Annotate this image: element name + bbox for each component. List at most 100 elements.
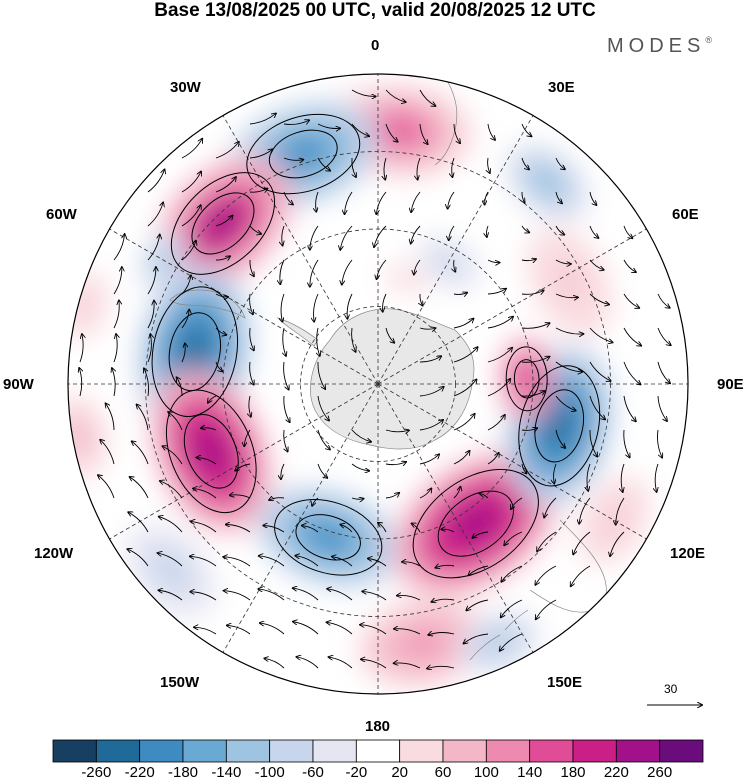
wind-arrow xyxy=(113,334,117,363)
wind-arrow xyxy=(250,259,254,276)
contour-lines xyxy=(151,113,601,579)
wind-arrow xyxy=(190,592,217,601)
wind-arrow xyxy=(113,234,125,261)
colorbar-tick-label: -180 xyxy=(167,764,199,781)
wind-arrow xyxy=(385,89,406,102)
colorbar-swatch xyxy=(529,739,574,763)
wind-arrow xyxy=(419,89,435,106)
wind-arrow xyxy=(419,488,431,499)
wind-arrow xyxy=(419,123,428,144)
wind-arrow xyxy=(571,565,591,586)
contour xyxy=(505,346,548,412)
wind-arrow xyxy=(441,529,455,533)
wind-arrow xyxy=(177,377,183,397)
wind-arrow xyxy=(589,259,604,270)
wind-arrow xyxy=(555,157,565,169)
wind-arrow xyxy=(466,599,489,610)
wind-arrow xyxy=(435,565,455,567)
lon-label-30w: 30W xyxy=(170,79,201,96)
wind-arrow xyxy=(385,430,409,432)
wind-arrow xyxy=(555,191,562,203)
wind-arrow xyxy=(487,289,506,295)
contour xyxy=(246,113,361,195)
wind-arrow xyxy=(487,348,512,363)
wind-arrow xyxy=(260,623,285,635)
wind-arrow xyxy=(555,395,576,411)
meridian xyxy=(109,228,379,385)
wind-arrow xyxy=(147,169,165,193)
wind-arrow xyxy=(106,403,115,431)
colorbar-swatch xyxy=(442,739,487,763)
wind-arrow xyxy=(181,139,202,159)
meridian xyxy=(377,228,647,385)
colorbar-swatch xyxy=(659,739,704,763)
wind-arrow xyxy=(488,157,490,173)
wind-arrow xyxy=(419,328,436,329)
colorbar-tick-label: -60 xyxy=(302,764,324,781)
wind-arrow xyxy=(302,526,319,533)
wind-arrow xyxy=(100,440,115,465)
colorbar-swatch xyxy=(182,739,227,763)
wind-arrow xyxy=(147,202,163,227)
wind-arrow xyxy=(224,591,251,601)
wind-arrow xyxy=(414,259,421,275)
wind-arrow xyxy=(128,512,149,533)
wind-arrow xyxy=(340,225,353,250)
lon-label-180: 180 xyxy=(365,718,391,735)
anomaly-blob xyxy=(398,274,414,285)
contour xyxy=(534,389,585,463)
wind-arrow xyxy=(522,191,525,203)
wind-arrow xyxy=(249,395,251,417)
wind-arrow xyxy=(589,429,597,457)
wind-arrow xyxy=(258,589,285,601)
colorbar-tick-label: -260 xyxy=(81,764,112,781)
wind-arrow xyxy=(554,463,556,484)
wind-arrow xyxy=(610,531,625,556)
wind-arrow xyxy=(453,379,477,397)
wind-arrow xyxy=(427,666,455,668)
wind-arrow xyxy=(235,463,251,471)
wind-arrow xyxy=(555,429,565,448)
wind-arrow xyxy=(181,205,201,227)
wind-arrow xyxy=(194,627,217,635)
antarctic-peninsula xyxy=(276,317,319,347)
colorbar-tick-label: 140 xyxy=(517,764,543,781)
wind-arrow xyxy=(555,259,571,264)
wind-arrow xyxy=(589,361,611,381)
wind-arrow xyxy=(137,404,149,431)
wind-arrow xyxy=(522,463,526,473)
wind-arrow xyxy=(79,368,82,397)
wind-arrow xyxy=(127,549,149,567)
contour xyxy=(513,359,540,399)
wind-arrow xyxy=(351,498,363,499)
wind-arrow xyxy=(113,300,119,329)
contour xyxy=(295,514,361,561)
wind-arrow xyxy=(284,429,288,451)
wind-arrow xyxy=(573,531,591,554)
wind-arrow xyxy=(623,429,630,457)
wind-arrow xyxy=(317,157,330,171)
colorbar-swatch xyxy=(52,739,97,763)
wind-arrow xyxy=(190,556,217,567)
wind-arrow xyxy=(224,557,251,567)
wind-arrow xyxy=(487,379,510,397)
colorbar-tick-label: -140 xyxy=(211,764,242,781)
wind-arrow xyxy=(486,225,488,237)
wind-arrow xyxy=(283,158,303,160)
anomaly-blob xyxy=(71,426,86,448)
wind-arrow xyxy=(112,368,115,397)
lon-label-60w: 60W xyxy=(46,206,77,223)
lon-label-60e: 60E xyxy=(672,206,699,223)
wind-arrow xyxy=(464,633,489,644)
wind-arrow xyxy=(293,588,319,601)
wind-arrow xyxy=(487,317,513,329)
anomaly-blob xyxy=(545,405,573,446)
wind-arrow xyxy=(79,334,83,363)
wind-arrow xyxy=(579,497,591,524)
wind-arrow xyxy=(394,629,421,635)
wind-arrow xyxy=(589,395,605,420)
wind-arrow xyxy=(589,327,613,342)
wind-arrow xyxy=(283,120,309,125)
wind-arrow xyxy=(351,327,356,352)
wind-arrow xyxy=(293,622,319,635)
